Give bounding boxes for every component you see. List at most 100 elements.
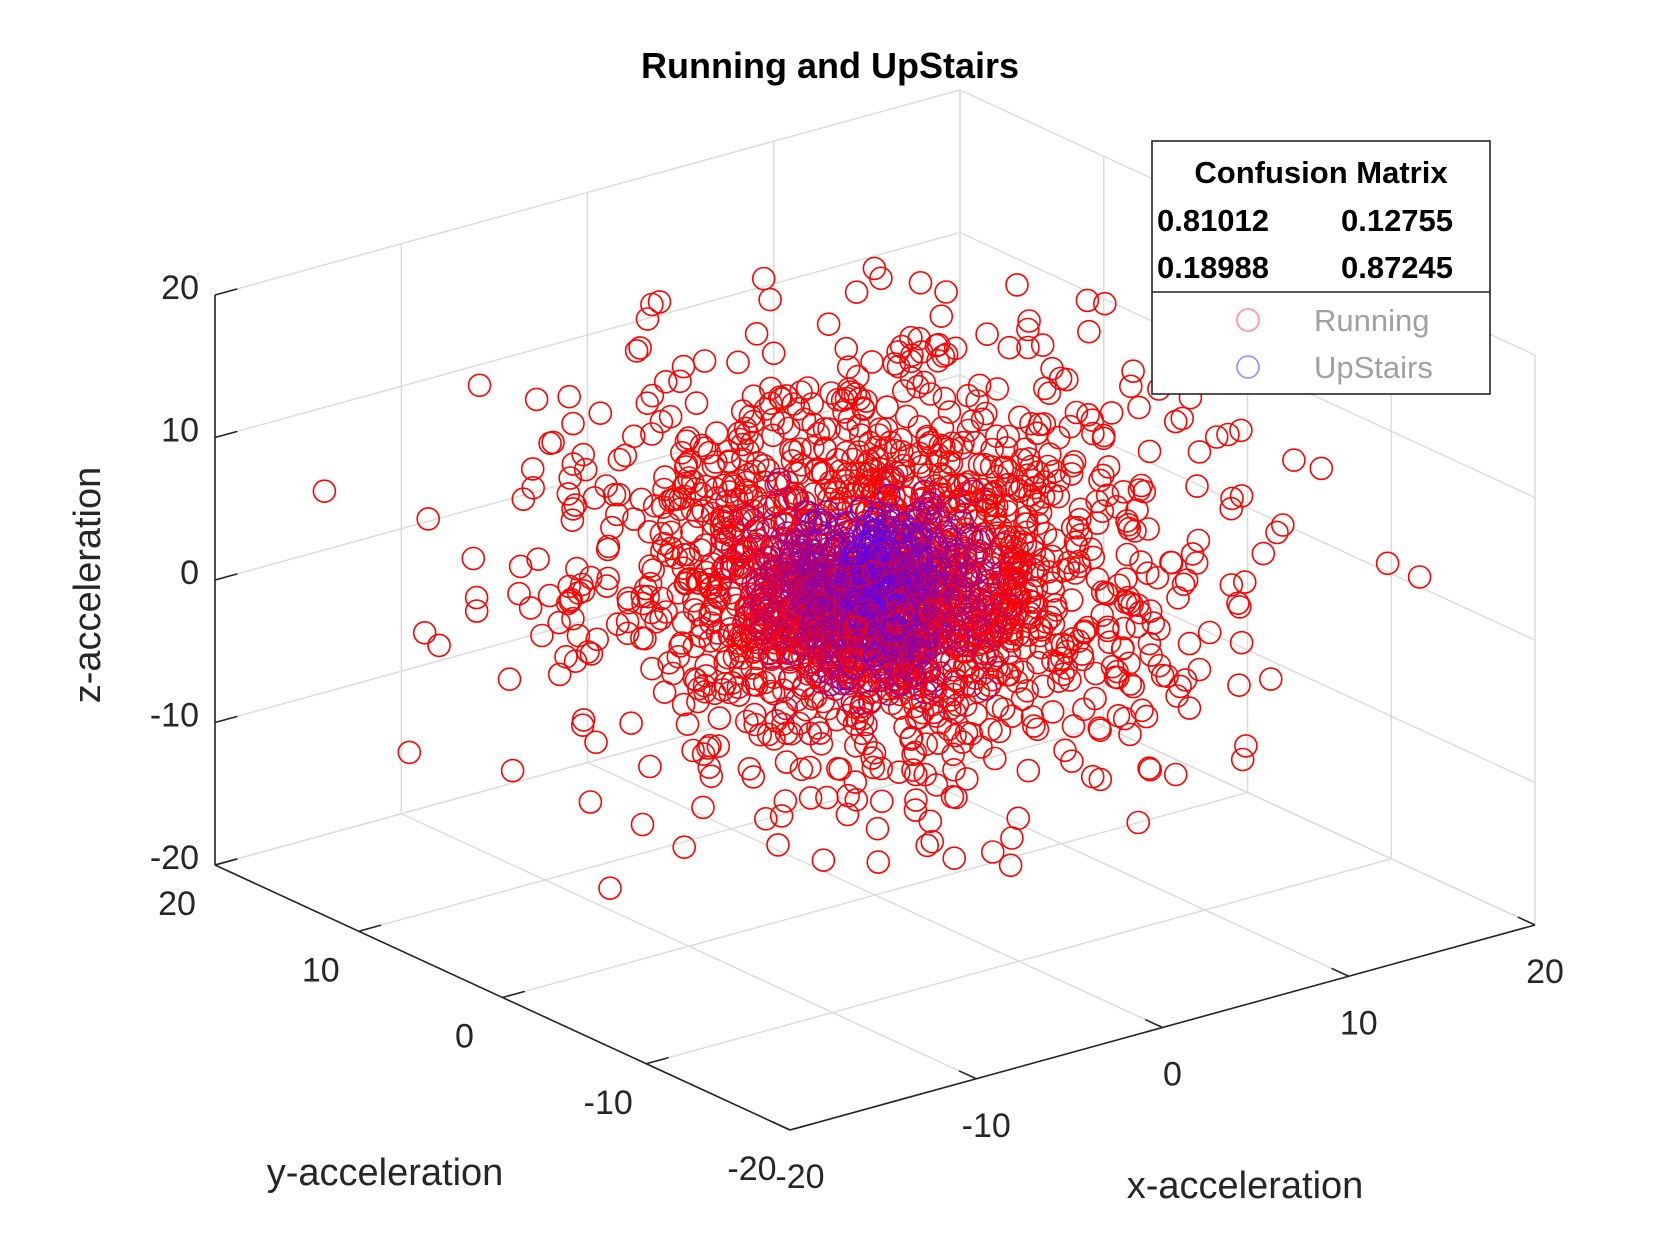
data-point-running (786, 396, 811, 421)
data-point-running (630, 812, 655, 837)
data-point-running (682, 667, 707, 691)
data-point-upstairs (846, 629, 871, 654)
data-point-running (1171, 572, 1196, 597)
data-point-running (1016, 317, 1040, 342)
data-point-upstairs (970, 612, 995, 637)
data-point-upstairs (918, 599, 943, 624)
data-point-running (1067, 507, 1092, 532)
data-point-running (808, 721, 833, 745)
data-point-running (464, 599, 489, 623)
data-point-upstairs (1039, 571, 1064, 595)
data-point-running (744, 321, 769, 346)
data-point-running (681, 738, 705, 763)
data-point-running (1121, 359, 1145, 384)
data-point-running (889, 334, 914, 359)
data-point-running (959, 721, 984, 746)
data-point-running (866, 850, 891, 874)
data-point-running (891, 379, 916, 403)
data-point-upstairs (874, 517, 899, 541)
data-point-running (998, 853, 1023, 878)
data-point-running (1042, 459, 1067, 484)
data-point-upstairs (915, 501, 940, 526)
data-point-running (397, 740, 422, 765)
data-point-running (1029, 618, 1054, 642)
data-point-running (1014, 505, 1039, 529)
data-point-running (653, 465, 677, 489)
data-point-running (996, 424, 1021, 449)
data-point-running (1013, 437, 1037, 462)
data-point-running (1135, 561, 1160, 586)
data-point-running (789, 452, 814, 477)
data-point-upstairs (784, 488, 808, 512)
data-point-running (706, 734, 731, 759)
data-point-running (845, 364, 870, 389)
data-point-running (868, 417, 892, 442)
data-point-running (766, 833, 790, 857)
data-point-running (563, 649, 588, 674)
data-point-running (835, 802, 860, 827)
data-point-upstairs (1041, 579, 1066, 603)
data-point-upstairs (1022, 540, 1047, 564)
data-point-running (704, 421, 729, 445)
data-point-running (1097, 630, 1122, 655)
data-point-running (924, 704, 949, 729)
data-point-upstairs (867, 501, 892, 525)
data-point-running (1137, 439, 1162, 464)
z-tick-label: -10 (150, 697, 199, 735)
data-point-running (1138, 599, 1163, 623)
x-tick-label: 10 (1340, 1004, 1378, 1042)
data-point-running (1063, 530, 1088, 555)
data-point-running (1228, 595, 1252, 619)
data-point-running (1138, 757, 1162, 782)
data-point-running (699, 764, 724, 789)
data-point-running (716, 439, 741, 464)
data-point-running (873, 436, 898, 460)
data-point-upstairs (801, 634, 826, 658)
chart-title: Running and UpStairs (641, 45, 1019, 86)
data-point-running (937, 450, 961, 474)
data-point-running (975, 322, 999, 347)
data-point-running (972, 452, 997, 477)
data-point-running (1137, 756, 1161, 781)
data-point-running (668, 634, 692, 658)
data-point-running (467, 373, 492, 398)
data-point-running (672, 484, 697, 509)
data-point-running (758, 679, 783, 704)
data-point-upstairs (759, 647, 784, 672)
data-point-running (1216, 422, 1240, 447)
data-point-running (1017, 309, 1041, 333)
data-point-running (979, 481, 1004, 506)
data-point-upstairs (910, 600, 934, 625)
data-point-running (657, 650, 681, 675)
data-point-running (774, 750, 799, 774)
data-point-running (1061, 714, 1086, 738)
data-point-running (1016, 335, 1040, 360)
data-point-running (1118, 672, 1143, 696)
data-point-running (740, 656, 764, 680)
data-point-running (638, 554, 663, 578)
data-point-running (1130, 698, 1154, 723)
data-point-upstairs (985, 643, 1010, 668)
data-point-running (797, 755, 822, 780)
data-point-upstairs (939, 527, 963, 552)
data-point-running (740, 430, 765, 455)
data-point-running (1177, 696, 1202, 720)
data-point-running (500, 758, 525, 783)
data-point-running (1114, 567, 1138, 591)
data-point-upstairs (715, 489, 739, 514)
data-points (312, 256, 1432, 901)
data-point-upstairs (850, 691, 875, 715)
data-point-running (946, 474, 971, 499)
data-point-upstairs (960, 526, 984, 550)
data-point-upstairs (705, 621, 730, 645)
data-point-running (1003, 525, 1027, 550)
data-point-running (573, 457, 598, 482)
data-point-running (1081, 421, 1105, 446)
data-point-running (812, 417, 837, 441)
data-point-upstairs (926, 645, 951, 669)
data-point-running (547, 610, 571, 635)
data-point-upstairs (718, 616, 743, 641)
data-point-running (576, 640, 600, 664)
data-point-upstairs (982, 545, 1006, 570)
cm-cell-1-0: 0.18988 (1157, 250, 1269, 285)
